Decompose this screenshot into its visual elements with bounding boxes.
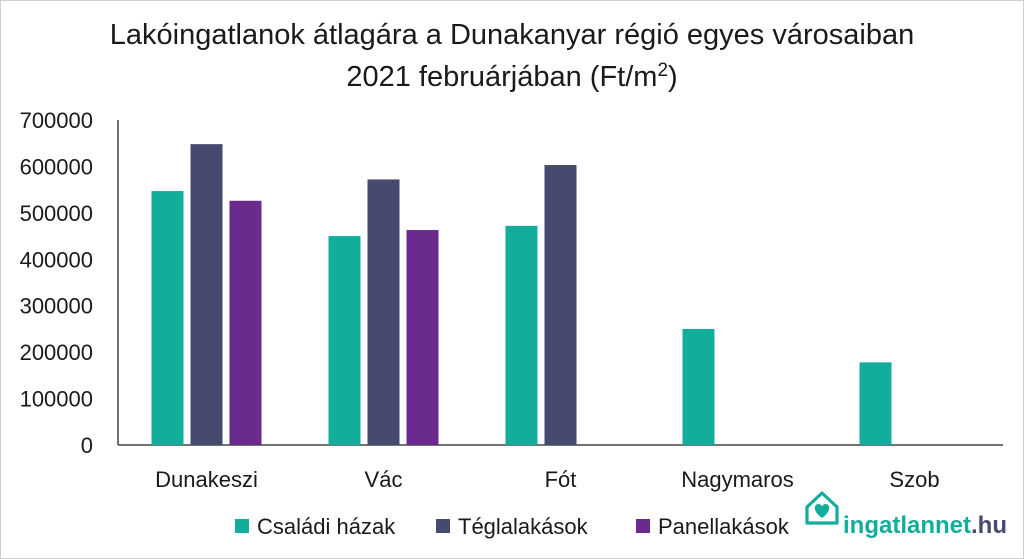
x-tick-label: Szob: [889, 467, 939, 492]
y-axis-ticks: 0 100000 200000 300000 400000 500000 600000 700…: [20, 108, 93, 458]
legend-item: Téglalakások: [436, 514, 589, 539]
x-tick-label: Fót: [545, 467, 577, 492]
x-axis-labels: Dunakeszi Vác Fót Nagymaros Szob: [155, 467, 939, 492]
brand-logo: ingatlannet.hu: [805, 491, 1007, 539]
y-tick-label: 400000: [20, 247, 93, 272]
legend-item: Panellakások: [636, 514, 790, 539]
chart-title-line1: Lakóingatlanok átlagára a Dunakanyar rég…: [110, 19, 914, 51]
bar: [229, 200, 262, 445]
y-tick-label: 500000: [20, 201, 93, 226]
bar: [859, 362, 892, 445]
bar: [151, 191, 184, 445]
legend-swatch: [636, 519, 650, 533]
y-tick-label: 600000: [20, 154, 93, 179]
legend-label: Családi házak: [257, 514, 396, 539]
bar: [367, 179, 400, 445]
x-tick-label: Dunakeszi: [155, 467, 258, 492]
y-tick-label: 700000: [20, 108, 93, 133]
bar: [505, 225, 538, 445]
legend-label: Panellakások: [658, 514, 790, 539]
y-tick-label: 200000: [20, 340, 93, 365]
brand-logo-text: ingatlannet.hu: [843, 512, 1007, 539]
bar: [682, 328, 715, 445]
legend-swatch: [436, 519, 450, 533]
x-tick-label: Nagymaros: [681, 467, 793, 492]
legend: Családi házak Téglalakások Panellakások: [235, 514, 790, 539]
y-tick-label: 300000: [20, 294, 93, 319]
y-tick-label: 100000: [20, 387, 93, 412]
x-tick-label: Vác: [365, 467, 403, 492]
chart-title-line2: 2021 februárjában (Ft/m2): [346, 60, 677, 93]
bar: [190, 144, 223, 445]
legend-label: Téglalakások: [458, 514, 589, 539]
legend-swatch: [235, 519, 249, 533]
y-tick-label: 0: [81, 433, 93, 458]
bar: [544, 165, 577, 446]
bar: [406, 230, 439, 445]
bar: [328, 236, 361, 445]
legend-item: Családi házak: [235, 514, 396, 539]
bars: [151, 144, 892, 446]
house-heart-icon: [805, 491, 839, 525]
